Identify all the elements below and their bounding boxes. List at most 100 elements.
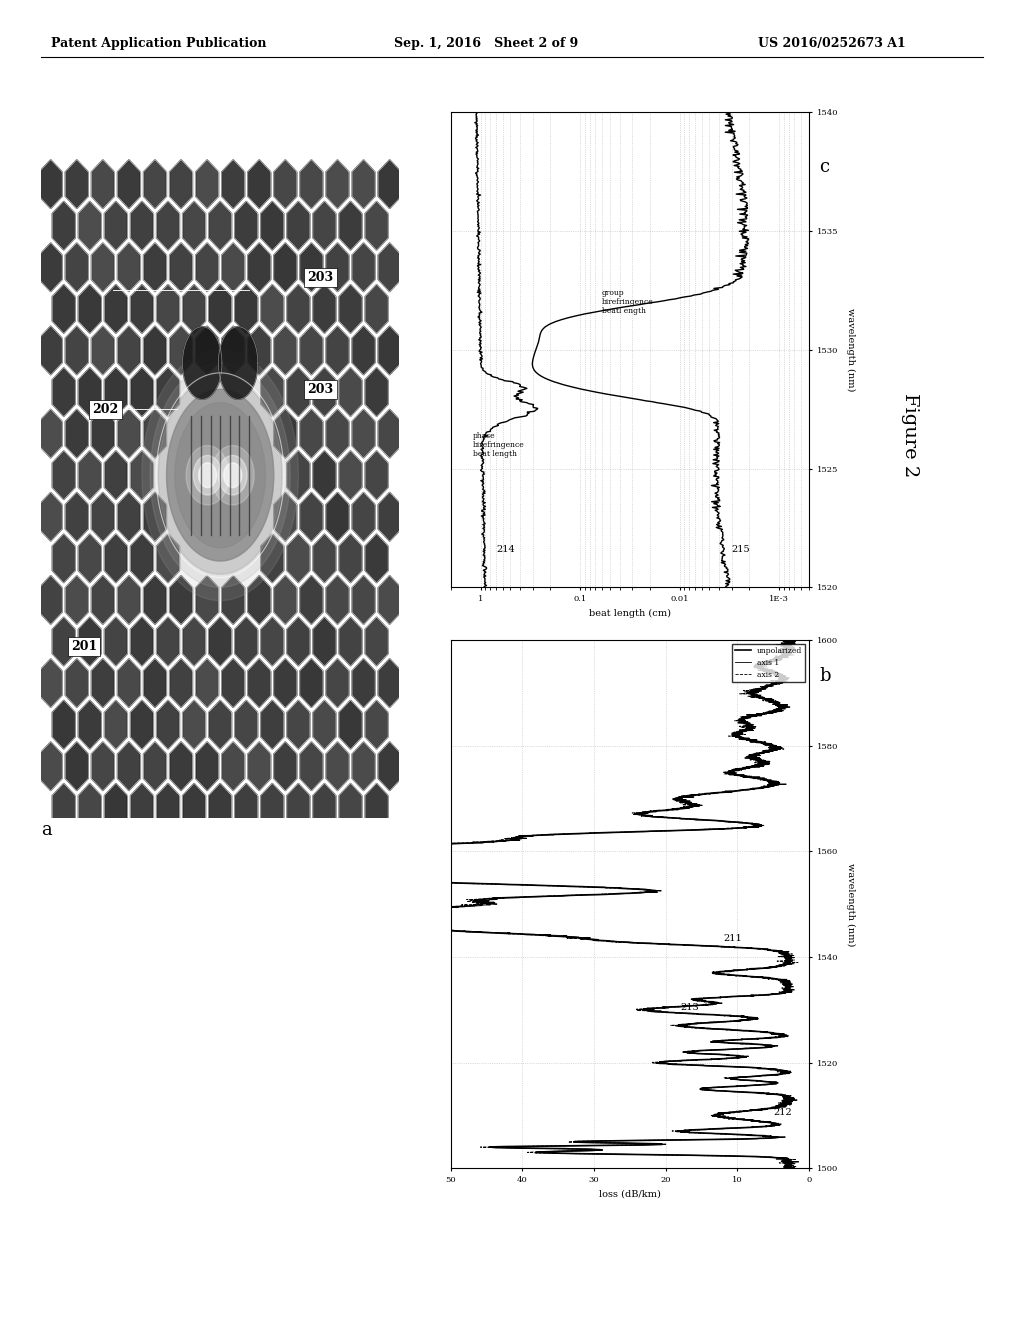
Polygon shape xyxy=(326,243,349,292)
Polygon shape xyxy=(104,285,127,333)
Text: 215: 215 xyxy=(731,545,751,554)
Polygon shape xyxy=(143,326,167,375)
Polygon shape xyxy=(366,202,388,249)
Polygon shape xyxy=(170,160,193,209)
Polygon shape xyxy=(209,701,231,748)
Polygon shape xyxy=(339,701,362,748)
Polygon shape xyxy=(234,202,258,249)
Polygon shape xyxy=(261,285,284,333)
Text: 202: 202 xyxy=(92,403,119,416)
Polygon shape xyxy=(273,409,297,458)
Polygon shape xyxy=(66,742,88,791)
Polygon shape xyxy=(151,363,290,587)
Text: 211: 211 xyxy=(723,935,741,944)
Polygon shape xyxy=(300,243,323,292)
Polygon shape xyxy=(234,618,258,665)
Polygon shape xyxy=(352,742,375,791)
Polygon shape xyxy=(170,659,193,708)
Text: a: a xyxy=(41,821,51,840)
Polygon shape xyxy=(352,243,375,292)
Polygon shape xyxy=(66,160,88,209)
Polygon shape xyxy=(366,368,388,416)
Polygon shape xyxy=(248,160,270,209)
Polygon shape xyxy=(91,492,115,541)
Polygon shape xyxy=(287,285,310,333)
Polygon shape xyxy=(366,618,388,665)
Polygon shape xyxy=(182,618,206,665)
Polygon shape xyxy=(104,368,127,416)
Polygon shape xyxy=(273,742,297,791)
Polygon shape xyxy=(196,243,218,292)
Polygon shape xyxy=(66,659,88,708)
Polygon shape xyxy=(159,376,282,574)
Polygon shape xyxy=(222,160,245,209)
Polygon shape xyxy=(352,160,375,209)
Polygon shape xyxy=(222,742,245,791)
Polygon shape xyxy=(186,446,229,504)
Polygon shape xyxy=(300,326,323,375)
Polygon shape xyxy=(104,784,127,832)
Polygon shape xyxy=(182,701,206,748)
Polygon shape xyxy=(313,701,336,748)
Polygon shape xyxy=(287,618,310,665)
Polygon shape xyxy=(39,576,62,624)
Polygon shape xyxy=(52,701,75,748)
Polygon shape xyxy=(78,368,101,416)
Polygon shape xyxy=(352,576,375,624)
Polygon shape xyxy=(248,243,270,292)
Text: 203: 203 xyxy=(307,271,334,284)
Polygon shape xyxy=(91,659,115,708)
Polygon shape xyxy=(118,742,140,791)
Polygon shape xyxy=(234,701,258,748)
Polygon shape xyxy=(261,535,284,582)
Polygon shape xyxy=(91,160,115,209)
Polygon shape xyxy=(170,243,193,292)
Polygon shape xyxy=(273,160,297,209)
Polygon shape xyxy=(130,451,154,499)
Polygon shape xyxy=(378,659,401,708)
Polygon shape xyxy=(170,326,193,375)
Polygon shape xyxy=(167,389,273,561)
Polygon shape xyxy=(218,327,258,399)
Polygon shape xyxy=(182,202,206,249)
Text: 214: 214 xyxy=(496,545,515,554)
Polygon shape xyxy=(130,618,154,665)
Polygon shape xyxy=(261,202,284,249)
Polygon shape xyxy=(167,389,273,561)
Polygon shape xyxy=(339,285,362,333)
Polygon shape xyxy=(157,368,179,416)
Polygon shape xyxy=(78,784,101,832)
Polygon shape xyxy=(222,659,245,708)
Polygon shape xyxy=(39,742,62,791)
Polygon shape xyxy=(196,659,218,708)
Polygon shape xyxy=(248,576,270,624)
Text: Patent Application Publication: Patent Application Publication xyxy=(51,37,266,50)
Text: group
birefringence
beatl ength: group birefringence beatl ength xyxy=(602,289,654,315)
Polygon shape xyxy=(78,285,101,333)
Polygon shape xyxy=(326,576,349,624)
Polygon shape xyxy=(91,409,115,458)
Polygon shape xyxy=(39,160,62,209)
Polygon shape xyxy=(143,160,167,209)
Polygon shape xyxy=(273,326,297,375)
Y-axis label: wavelength (nm): wavelength (nm) xyxy=(846,862,855,946)
Polygon shape xyxy=(261,784,284,832)
Polygon shape xyxy=(130,784,154,832)
Polygon shape xyxy=(196,326,218,375)
Polygon shape xyxy=(52,451,75,499)
Polygon shape xyxy=(78,535,101,582)
Polygon shape xyxy=(157,701,179,748)
Polygon shape xyxy=(157,202,179,249)
Polygon shape xyxy=(378,409,401,458)
Polygon shape xyxy=(196,742,218,791)
Text: 201: 201 xyxy=(71,640,97,653)
Text: c: c xyxy=(819,158,829,177)
Polygon shape xyxy=(287,368,310,416)
Polygon shape xyxy=(339,618,362,665)
Polygon shape xyxy=(339,784,362,832)
Polygon shape xyxy=(194,455,222,495)
Polygon shape xyxy=(224,463,242,487)
Polygon shape xyxy=(130,535,154,582)
Polygon shape xyxy=(39,659,62,708)
Polygon shape xyxy=(175,403,265,548)
